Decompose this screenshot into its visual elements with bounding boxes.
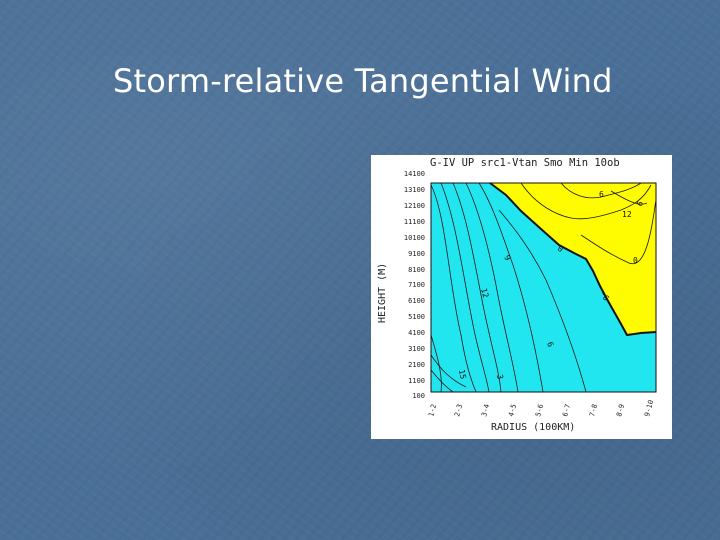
y-tick-label: 100 — [412, 392, 425, 400]
x-tick-label: 1-2 — [427, 403, 438, 417]
y-tick-label: 9100 — [408, 250, 425, 258]
contour-label: 6 — [545, 341, 555, 349]
x-tick-label: 7-8 — [588, 403, 599, 417]
contour-label: 3 — [495, 374, 505, 380]
x-tick-label: 5-6 — [534, 403, 545, 417]
contour-line — [465, 182, 519, 393]
negative-region — [490, 183, 656, 335]
contour-label: 15 — [457, 369, 468, 380]
y-tick-label: 13100 — [404, 186, 425, 194]
y-tick-label: 1100 — [408, 377, 425, 385]
x-tick-label: 6-7 — [561, 403, 572, 417]
contour-line — [430, 354, 467, 388]
y-tick-label: 8100 — [408, 266, 425, 274]
contour-line — [560, 182, 642, 199]
y-tick-label: 10100 — [404, 234, 425, 242]
y-tick-label: 11100 — [404, 218, 425, 226]
contour-line — [452, 182, 502, 393]
x-tick-label: 4-5 — [507, 403, 518, 417]
y-tick-label: 7100 — [408, 281, 425, 289]
contour-label: -6 — [598, 290, 611, 303]
contour-line — [610, 190, 648, 205]
contour-label: 12 — [479, 287, 490, 299]
plot-area: 15 12 9 6 3 0 -6 6 12 6 0 — [430, 182, 657, 393]
zero-contour — [489, 182, 657, 337]
contour-label: 6 — [635, 199, 645, 208]
contour-line — [520, 182, 652, 220]
x-tick-labels: 1-2 2-3 3-4 4-5 5-6 6-7 7-8 8-9 9-10 — [427, 399, 655, 417]
contour-label: 0 — [556, 244, 565, 254]
y-tick-label: 5100 — [408, 313, 425, 321]
contour-plot: G-IV UP src1-Vtan Smo Min 10ob HEIGHT (M… — [377, 157, 657, 433]
y-tick-label: 14100 — [404, 170, 425, 178]
contour-label: 12 — [622, 210, 632, 219]
x-tick-label: 3-4 — [480, 403, 491, 417]
x-tick-label: 9-10 — [643, 399, 655, 417]
contour-line — [498, 209, 587, 393]
y-tick-label: 2100 — [408, 361, 425, 369]
y-axis-label: HEIGHT (M) — [377, 263, 388, 323]
y-tick-label: 4100 — [408, 329, 425, 337]
x-axis-label: RADIUS (100KM) — [491, 422, 575, 433]
contour-value-labels: 15 12 9 6 3 0 -6 6 12 6 0 — [457, 190, 645, 380]
y-tick-labels: 14100 13100 12100 11100 10100 9100 8100 … — [404, 170, 425, 400]
contour-label: 0 — [633, 256, 638, 265]
slide-title: Storm-relative Tangential Wind — [113, 62, 613, 100]
contour-line — [430, 334, 442, 393]
y-tick-label: 3100 — [408, 345, 425, 353]
contour-line — [440, 182, 490, 393]
contour-line — [430, 184, 477, 393]
y-tick-label: 12100 — [404, 202, 425, 210]
contour-line — [580, 199, 657, 265]
contour-label: 6 — [599, 190, 604, 199]
contour-line — [478, 182, 544, 393]
plot-frame — [430, 182, 657, 393]
x-tick-label: 8-9 — [615, 403, 626, 417]
y-tick-label: 6100 — [408, 297, 425, 305]
x-tick-label: 2-3 — [453, 403, 464, 417]
contour-lines — [430, 182, 657, 393]
contour-label: 9 — [502, 254, 512, 263]
contour-plot-figure: G-IV UP src1-Vtan Smo Min 10ob HEIGHT (M… — [371, 155, 672, 439]
plot-header: G-IV UP src1-Vtan Smo Min 10ob — [430, 157, 620, 169]
contour-line — [430, 369, 454, 393]
